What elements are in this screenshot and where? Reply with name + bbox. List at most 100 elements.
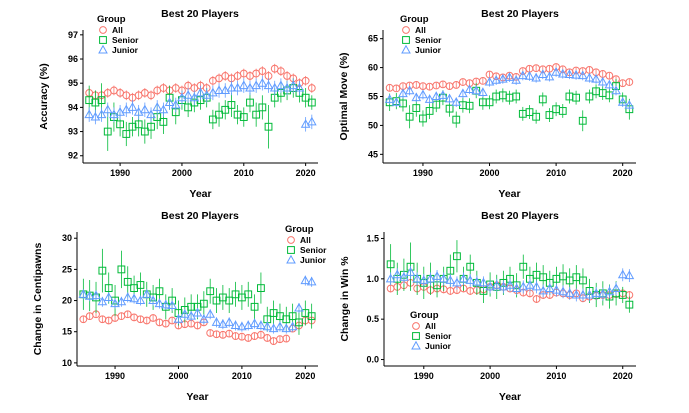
series-all [79,310,316,345]
data-point-junior [404,85,415,95]
data-point-junior [478,277,489,287]
x-axis-label: Year [499,391,521,403]
data-point-junior [484,76,495,86]
legend-marker-senior [99,36,107,44]
x-tick-label: 2020 [613,371,633,381]
data-point-senior [419,114,427,123]
data-point-junior [173,314,184,323]
data-point-junior [167,300,177,310]
data-point-junior [218,319,228,328]
data-point-junior [230,320,241,329]
data-point-senior [239,113,248,121]
chart-title: Best 20 Players [161,210,239,222]
data-point-junior [564,288,575,297]
y-tick-label: 50 [368,120,378,130]
data-point-senior [485,98,494,107]
data-point-senior [140,127,149,136]
legend-label: All [112,25,123,35]
data-point-junior [384,94,395,103]
legend-marker-junior [411,340,421,350]
data-point-junior [129,293,139,303]
data-point-junior [115,106,125,116]
data-point-junior [224,317,235,326]
data-point-senior [466,262,475,271]
data-point-junior [551,66,561,76]
legend-label: Junior [415,45,442,55]
data-point-senior [147,122,155,131]
y-tick-label: 65 [368,34,378,44]
data-point-junior [498,281,509,291]
data-point-junior [97,296,108,306]
data-point-senior [307,312,316,321]
y-tick-label: 15 [62,327,72,337]
data-point-junior [464,84,475,94]
data-point-junior [391,97,402,106]
data-point-all [532,295,541,303]
x-tick-label: 2000 [168,371,188,381]
data-point-senior [116,120,125,129]
data-point-junior [195,87,206,97]
data-point-senior [412,104,421,112]
data-point-junior [198,314,209,323]
data-point-senior [252,110,261,119]
chart-panel-4: Best 20 Players 0.0 0.5 1.0 1.5 1990 2000 2010 2… [339,210,636,403]
data-point-senior [208,115,217,124]
data-point-all [79,315,88,324]
data-point-senior [386,260,395,269]
data-point-junior [497,73,508,83]
legend-title: Group [97,14,126,25]
data-point-junior [160,299,171,309]
data-point-senior [227,101,236,109]
y-axis-label: Accuracy (%) [38,63,50,130]
data-point-junior [208,87,218,97]
data-point-junior [517,70,528,80]
data-point-senior [233,110,242,119]
data-point-all [258,67,267,76]
data-point-junior [431,91,442,100]
y-tick-label: 93 [68,127,78,137]
data-point-all [452,81,461,89]
data-point-junior [189,92,200,102]
data-point-junior [186,310,197,320]
data-point-junior [183,90,193,99]
data-point-senior [215,110,223,119]
legend-label: Senior [300,245,327,255]
data-point-senior [98,266,107,275]
data-point-senior [246,98,254,107]
data-point-junior [237,321,247,331]
data-point-senior [519,262,528,271]
data-point-junior [558,286,568,296]
x-tick-label: 2010 [546,371,566,381]
data-point-senior [199,299,208,308]
data-point-junior [170,99,181,109]
data-point-junior [148,295,158,305]
data-point-junior [122,292,133,301]
data-point-junior [135,295,146,305]
y-axis-label: Change in Win % [339,256,351,342]
data-point-senior [136,281,145,289]
data-point-junior [211,317,222,326]
data-point-junior [110,298,120,308]
data-point-junior [544,71,555,81]
y-tick-label: 97 [68,30,78,40]
data-point-junior [584,289,595,299]
data-point-junior [418,89,428,99]
data-point-all [276,67,285,76]
data-point-senior [532,112,541,121]
data-point-junior [617,269,628,279]
data-point-junior [577,70,588,80]
data-point-junior [226,82,237,92]
data-point-junior [263,80,274,90]
y-tick-label: 30 [62,233,72,243]
data-point-junior [179,309,190,318]
data-point-all [282,334,291,343]
data-point-junior [251,80,262,90]
y-tick-label: 0.5 [366,314,379,324]
data-point-junior [152,102,163,111]
data-point-all [392,84,401,93]
data-point-junior [465,275,476,284]
data-point-junior [537,69,548,79]
data-point-senior [307,98,316,107]
y-tick-label: 96 [68,54,78,64]
data-point-junior [238,80,249,90]
